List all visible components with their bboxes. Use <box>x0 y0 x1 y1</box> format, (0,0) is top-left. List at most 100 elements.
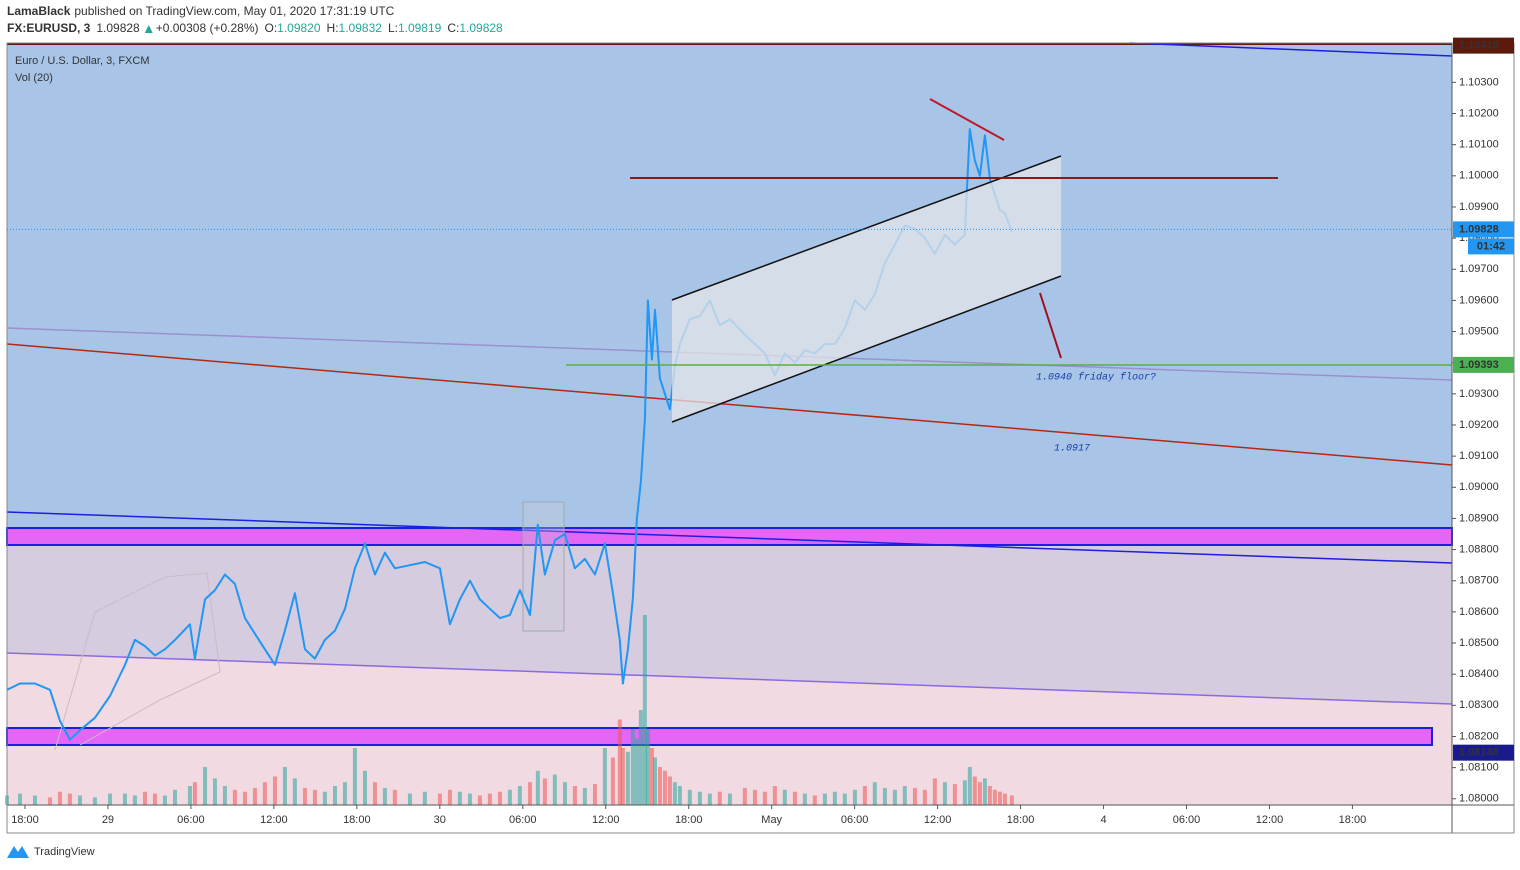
annotation: 1.0940 friday floor? <box>1036 372 1156 384</box>
volume-bar <box>302 787 307 805</box>
volume-bar <box>143 791 148 805</box>
volume-bar <box>952 784 957 805</box>
volume-bar <box>677 786 682 805</box>
volume-bar <box>517 786 522 805</box>
volume-bar <box>122 793 127 805</box>
y-tick-label: 1.10100 <box>1459 139 1499 151</box>
last-price: 1.09828 <box>96 21 140 35</box>
volume-bar <box>997 791 1002 805</box>
legend-series: Euro / U.S. Dollar, 3, FXCM <box>15 55 149 67</box>
header-line-1: LamaBlack published on TradingView.com, M… <box>7 4 395 18</box>
ohlc-value: 1.09820 <box>277 21 321 35</box>
volume-bar <box>57 791 62 805</box>
volume-bar <box>772 786 777 805</box>
volume-bar <box>802 793 807 805</box>
symbol: FX:EURUSD, 3 <box>7 21 91 35</box>
volume-bar <box>882 787 887 805</box>
volume-bar <box>762 791 767 805</box>
volume-bar <box>922 789 927 805</box>
volume-bar <box>752 789 757 805</box>
volume-bar <box>552 774 557 805</box>
volume-bar <box>912 787 917 805</box>
plot-area <box>6 42 1453 805</box>
volume-bar <box>457 791 462 805</box>
author: LamaBlack <box>7 4 71 18</box>
volume-bar <box>322 791 327 805</box>
y-tick-label: 1.09900 <box>1459 201 1499 213</box>
volume-bar <box>108 793 113 805</box>
volume-bar <box>852 789 857 805</box>
trend-line <box>6 343 1453 466</box>
volume-bar <box>645 729 650 805</box>
band <box>6 527 1453 546</box>
volume-bar <box>152 793 157 805</box>
trend-line <box>1129 42 1453 57</box>
volume-bar <box>392 789 397 805</box>
volume-bar <box>487 793 492 805</box>
y-tick-label: 1.08100 <box>1459 762 1499 774</box>
y-tick-label: 1.09100 <box>1459 450 1499 462</box>
x-tick-label: 30 <box>434 814 446 826</box>
volume-bar <box>657 767 662 805</box>
volume-bar <box>363 770 368 805</box>
ohlc-label: C: <box>447 21 459 35</box>
volume-bar <box>842 793 847 805</box>
channel-bottom <box>671 275 1062 423</box>
trend-line <box>929 98 1005 141</box>
y-tick-label: 1.09200 <box>1459 419 1499 431</box>
frame <box>6 42 1515 834</box>
volume-bar <box>1009 795 1014 805</box>
volume-bar <box>282 767 287 805</box>
volume-bar <box>17 793 22 805</box>
y-tick-label: 1.08900 <box>1459 512 1499 524</box>
volume-bar <box>977 782 982 805</box>
volume-bar <box>78 795 83 805</box>
volume-bar <box>822 793 827 805</box>
volume-bar <box>572 786 577 805</box>
volume-bar <box>625 751 630 805</box>
y-tick-label: 1.09700 <box>1459 263 1499 275</box>
price-tag <box>1453 744 1514 761</box>
countdown: 01:42 <box>1477 240 1505 252</box>
ohlc-value: 1.09819 <box>398 21 442 35</box>
volume-bar <box>982 778 987 805</box>
annotation: 1.0917 <box>1054 444 1090 455</box>
x-tick-label: 18:00 <box>675 814 703 826</box>
volume-bar <box>962 780 967 805</box>
x-tick-label: 18:00 <box>343 814 371 826</box>
volume-bar <box>742 787 747 805</box>
y-tick-label: 1.09300 <box>1459 388 1499 400</box>
volume-bar <box>717 791 722 805</box>
volume-bar <box>667 776 672 805</box>
volume-bar <box>592 784 597 805</box>
brand: TradingView <box>34 846 95 858</box>
volume-bar <box>727 793 732 805</box>
trend-line <box>6 511 1453 564</box>
volume-bar <box>687 789 692 805</box>
volume-bar <box>242 791 247 805</box>
volume-bar <box>507 789 512 805</box>
volume-bar <box>447 789 452 805</box>
volume-bar <box>638 710 643 805</box>
volume-bar <box>352 748 357 805</box>
ohlc-label: L: <box>388 21 398 35</box>
volume-bar <box>697 791 702 805</box>
volume-bar <box>902 786 907 805</box>
volume-bar <box>672 782 677 805</box>
volume-bar <box>562 782 567 805</box>
y-tick-label: 1.10300 <box>1459 76 1499 88</box>
volume-bar <box>312 789 317 805</box>
channel <box>672 156 1061 422</box>
volume-bar <box>32 795 37 805</box>
y-tick-label: 1.08600 <box>1459 606 1499 618</box>
x-tick-label: 06:00 <box>509 814 537 826</box>
volume-bar <box>437 793 442 805</box>
ohlc-label: H: <box>327 21 339 35</box>
footer: TradingView <box>7 846 95 858</box>
volume-bar <box>342 782 347 805</box>
volume-bar <box>382 787 387 805</box>
price-tag-label: 1.09393 <box>1459 359 1499 371</box>
volume-bar <box>582 787 587 805</box>
y-tick-label: 1.08300 <box>1459 699 1499 711</box>
